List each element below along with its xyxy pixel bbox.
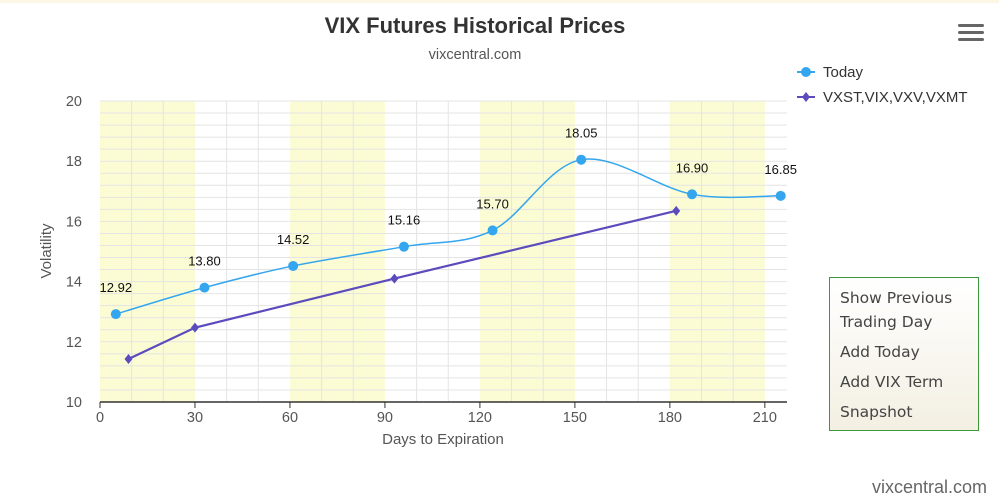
legend: Today VXST,VIX,VXV,VXMT — [797, 64, 968, 106]
options-menu: Show Previous Trading Day Add Today Add … — [829, 277, 979, 431]
y-tick-label: 20 — [66, 94, 82, 110]
data-label: 14.52 — [277, 232, 310, 247]
snapshot-link[interactable]: Snapshot — [840, 403, 913, 421]
legend-marker — [802, 92, 810, 102]
data-label: 15.16 — [388, 213, 421, 228]
chart-menu-icon[interactable] — [958, 24, 984, 44]
data-label: 16.90 — [676, 160, 709, 175]
data-label: 12.92 — [100, 280, 133, 295]
x-tick-label: 180 — [658, 410, 682, 426]
data-point-term — [672, 205, 681, 216]
chart-title: VIX Futures Historical Prices — [325, 13, 626, 38]
data-label: 15.70 — [476, 196, 509, 211]
data-point-today — [487, 225, 498, 236]
y-tick-label: 12 — [66, 335, 82, 351]
month-band — [100, 101, 195, 402]
data-point-today — [398, 241, 409, 252]
y-tick-label: 10 — [66, 395, 82, 411]
y-tick-label: 18 — [66, 154, 82, 170]
data-point-term — [124, 353, 133, 364]
y-tick-label: 14 — [66, 275, 82, 291]
legend-marker — [801, 67, 811, 77]
add-today-link[interactable]: Add Today — [840, 343, 920, 361]
x-axis-title: Days to Expiration — [382, 431, 504, 448]
y-axis-title: Volatility — [38, 223, 55, 279]
data-label: 13.80 — [188, 254, 221, 269]
data-label: 18.05 — [565, 126, 598, 141]
data-point-today — [775, 190, 786, 201]
series-line-term — [128, 209, 677, 360]
data-point-today — [110, 309, 121, 320]
add-vix-term-link[interactable]: Add VIX Term — [840, 373, 944, 391]
data-point-today — [687, 189, 698, 200]
x-tick-label: 60 — [282, 410, 298, 426]
data-point-term — [190, 322, 199, 333]
month-band — [669, 101, 765, 402]
footer-brand: vixcentral.com — [871, 477, 987, 497]
x-tick-label: 210 — [753, 410, 777, 426]
top-strip — [0, 0, 999, 3]
x-tick-label: 30 — [187, 410, 203, 426]
legend-label: Today — [823, 64, 864, 81]
month-band — [479, 101, 575, 402]
data-point-term — [390, 273, 399, 284]
x-tick-label: 120 — [468, 410, 492, 426]
y-tick-label: 16 — [66, 214, 82, 230]
show-previous-trading-day-link[interactable]: Show Previous Trading Day — [840, 289, 953, 331]
legend-label: VXST,VIX,VXV,VXMT — [823, 89, 968, 106]
x-tick-label: 0 — [96, 410, 104, 426]
x-tick-label: 150 — [563, 410, 587, 426]
series-line-today — [115, 158, 781, 315]
x-tick-label: 90 — [377, 410, 393, 426]
data-label: 16.85 — [764, 162, 797, 177]
chart-subtitle: vixcentral.com — [429, 47, 522, 63]
data-point-today — [288, 260, 299, 271]
data-point-today — [576, 154, 587, 165]
month-band — [289, 101, 385, 402]
data-point-today — [199, 282, 210, 293]
